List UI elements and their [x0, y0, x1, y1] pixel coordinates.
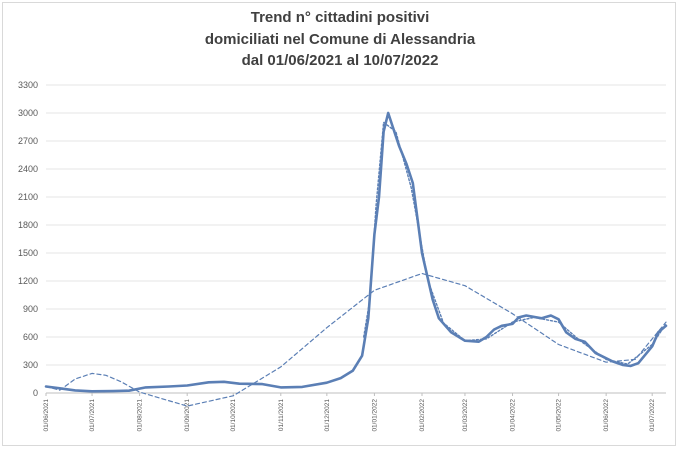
x-tick-label: 01/06/2022 — [603, 399, 610, 432]
y-tick-label: 300 — [23, 360, 38, 370]
series-lines — [44, 111, 668, 407]
x-axis-ticks: 01/06/2021 01/07/2021 01/08/2021 01/09/2021… — [43, 393, 656, 432]
x-tick-label: 01/10/2021 — [230, 399, 237, 432]
y-tick-label: 2400 — [18, 164, 38, 174]
y-tick-label: 1200 — [18, 276, 38, 286]
series-dotted-line — [363, 121, 667, 365]
x-tick-label: 01/09/2021 — [184, 399, 191, 432]
y-tick-label: 3300 — [18, 80, 38, 90]
y-tick-label: 1500 — [18, 248, 38, 258]
y-tick-label: 2100 — [18, 192, 38, 202]
x-tick-label: 01/11/2021 — [278, 399, 285, 431]
x-tick-label: 01/06/2021 — [43, 399, 50, 432]
gridlines — [46, 84, 666, 394]
series-dashed-line — [45, 272, 667, 407]
chart-title-line-3: dal 01/06/2021 al 10/07/2022 — [241, 52, 439, 69]
chart-title-line-1: Trend n° cittadini positivi — [250, 9, 430, 26]
x-tick-label: 01/04/2022 — [510, 399, 517, 432]
y-tick-label: 0 — [33, 388, 38, 398]
y-tick-label: 600 — [23, 332, 38, 342]
x-tick-label: 01/07/2022 — [649, 399, 656, 432]
y-tick-label: 3000 — [18, 108, 38, 118]
y-axis-ticks: 0 300 600 900 1200 1500 1800 2100 2400 2700 3000 33… — [18, 80, 38, 398]
x-tick-label: 01/12/2021 — [324, 399, 331, 432]
y-tick-label: 2700 — [18, 136, 38, 146]
x-tick-label: 01/02/2022 — [419, 399, 426, 432]
y-tick-label: 1800 — [18, 220, 38, 230]
x-tick-label: 01/05/2022 — [556, 399, 563, 432]
y-tick-label: 900 — [23, 304, 38, 314]
series-solid-line — [44, 111, 668, 393]
x-tick-label: 01/07/2021 — [89, 399, 96, 432]
x-tick-label: 01/03/2022 — [462, 399, 469, 432]
chart-title-line-2: domiciliati nel Comune di Alessandria — [204, 31, 476, 48]
x-tick-label: 01/01/2022 — [371, 399, 378, 432]
x-tick-label: 01/08/2021 — [137, 399, 144, 432]
